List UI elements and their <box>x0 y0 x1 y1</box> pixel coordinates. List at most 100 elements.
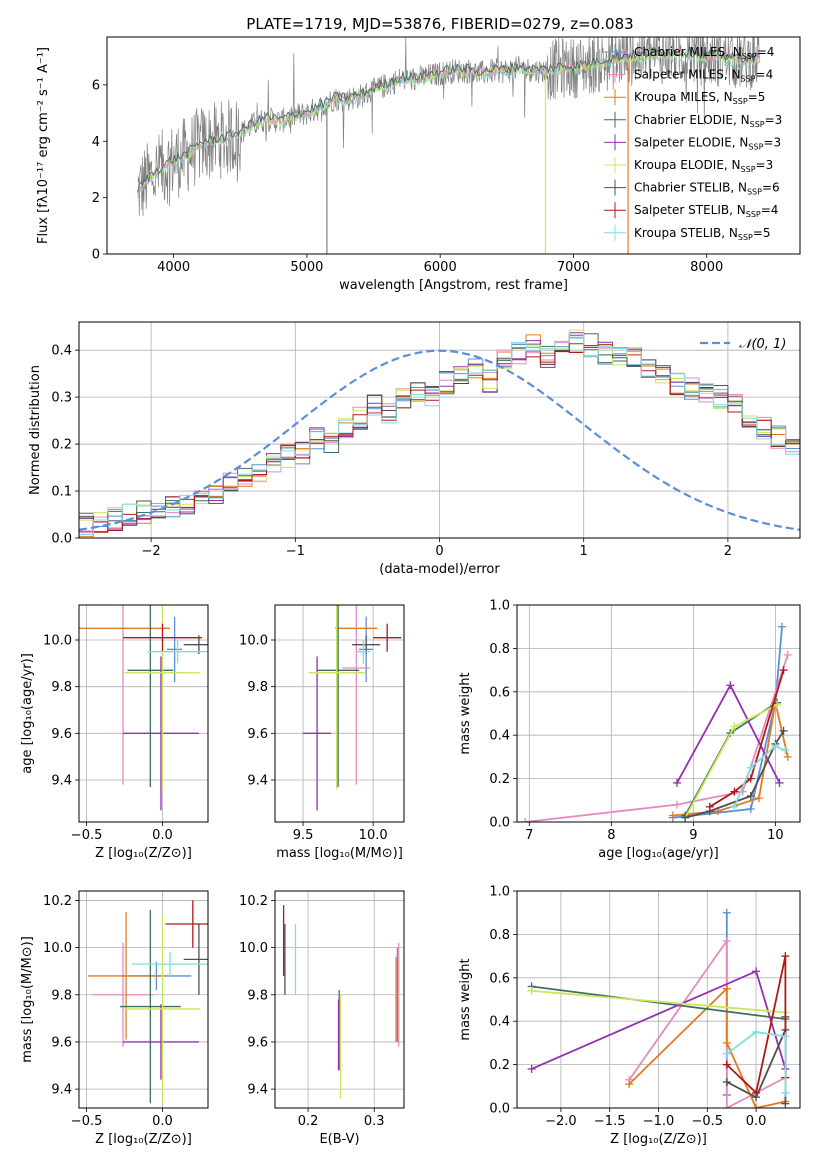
axes-frame <box>516 604 801 823</box>
panel-z_mass: −0.5 0.0 9.4 9.6 9.8 10.0 10.2 Z [log₁₀(Z/Z⊙)] m… <box>20 890 209 1147</box>
legend-entry: Salpeter MILES, NSSP=4 <box>634 68 773 84</box>
x-tick-label: −0.5 <box>71 1114 103 1129</box>
x-tick-label: 0.0 <box>152 828 173 843</box>
axes-frame <box>274 604 405 823</box>
x-tick-label: 0 <box>435 544 443 559</box>
x-tick-label: −2.0 <box>545 1114 577 1129</box>
y-tick-label: 0.0 <box>51 532 72 547</box>
legend-models: Chabrier MILES, NSSP=4 Salpeter MILES, NS… <box>604 44 782 242</box>
y-axis-label: mass [log₁₀(M/M⊙)] <box>20 936 35 1063</box>
legend-entry: Chabrier STELIB, NSSP=6 <box>634 181 780 197</box>
plot-area <box>521 622 792 822</box>
y-tick-label: 9.4 <box>247 1083 268 1098</box>
panel-mass_age: 9.5 10.0 9.4 9.6 9.8 10.0 mass [log₁₀(M/M⊙)] <box>239 604 405 861</box>
y-tick-label: 2 <box>92 191 100 206</box>
y-tick-label: 0.6 <box>489 971 510 986</box>
x-axis-label: Z [log₁₀(Z/Z⊙)] <box>95 1132 192 1147</box>
y-tick-label: 1.0 <box>489 885 510 900</box>
y-tick-label: 0.2 <box>489 1058 510 1073</box>
y-tick-label: 0.0 <box>489 1102 510 1117</box>
panel-residuals: −2 −1 0 1 2 0.0 0.1 0.2 0.3 0.4 (data-model)/error… <box>28 321 801 577</box>
y-tick-label: 4 <box>92 135 100 150</box>
y-tick-label: 9.6 <box>51 1035 72 1050</box>
x-tick-label: 9.5 <box>293 828 314 843</box>
legend-entry: Chabrier MILES, NSSP=4 <box>634 45 774 61</box>
y-tick-label: 9.4 <box>247 774 268 789</box>
axes-frame <box>274 890 405 1109</box>
legend-entry: Kroupa MILES, NSSP=5 <box>634 90 765 106</box>
axes-frame <box>106 36 801 255</box>
x-tick-label: 7 <box>525 828 533 843</box>
x-tick-label: 2 <box>724 544 732 559</box>
y-tick-label: 6 <box>92 78 100 93</box>
x-tick-label: 0.3 <box>364 1114 385 1129</box>
x-tick-label: −0.5 <box>71 828 103 843</box>
y-tick-label: 9.8 <box>247 680 268 695</box>
y-tick-label: 0.4 <box>489 729 510 744</box>
x-tick-label: −2 <box>142 544 161 559</box>
y-tick-label: 0.8 <box>489 928 510 943</box>
y-tick-label: 9.6 <box>247 727 268 742</box>
plot-area <box>79 329 800 537</box>
x-axis-label: (data-model)/error <box>379 562 500 577</box>
figure-title: PLATE=1719, MJD=53876, FIBERID=0279, z=0… <box>246 15 633 33</box>
x-tick-label: 1 <box>580 544 588 559</box>
y-axis-label: mass weight <box>458 958 473 1040</box>
panel-z_age: −0.5 0.0 9.4 9.6 9.8 10.0 Z [log₁₀(Z/Z⊙)] age [… <box>20 604 209 861</box>
x-tick-label: 10 <box>767 828 784 843</box>
y-tick-label: 10.0 <box>239 634 268 649</box>
series-line-kroupa_stelib <box>726 1031 787 1093</box>
x-tick-label: −0.5 <box>692 1114 724 1129</box>
series-line-chabrier_elodie <box>531 985 786 1020</box>
panel-z_weight: −2.0 −1.5 −1.0 −0.5 0.0 0.0 0.2 0.4 0.6 0.8 1.0 Z [… <box>458 885 801 1147</box>
y-tick-label: 9.8 <box>51 988 72 1003</box>
x-tick-label: 0.0 <box>152 1114 173 1129</box>
y-axis-label: Flux [fλ10⁻¹⁷ erg cm⁻² s⁻¹ A⁻¹] <box>36 47 51 244</box>
x-axis-label: E(B-V) <box>319 1132 359 1147</box>
y-tick-label: 10.2 <box>43 894 72 909</box>
plot-area <box>303 605 402 811</box>
x-tick-label: 0.2 <box>298 1114 319 1129</box>
panel-spectrum: 4000 5000 6000 7000 8000 0 2 4 6 wavelength [Angs… <box>36 36 801 293</box>
series-line-salpeter_miles <box>525 654 789 822</box>
y-tick-label: 9.8 <box>51 680 72 695</box>
series-line-kroupa_stelib <box>733 744 786 808</box>
panel-age_weight: 7 8 9 10 0.0 0.2 0.4 0.6 0.8 1.0 age [log₁₀(age/yr… <box>458 599 801 861</box>
legend-entry: Kroupa ELODIE, NSSP=3 <box>634 158 773 174</box>
y-tick-label: 1.0 <box>489 599 510 614</box>
y-tick-label: 0 <box>92 248 100 263</box>
y-tick-label: 10.0 <box>43 634 72 649</box>
y-tick-label: 0.4 <box>489 1015 510 1030</box>
y-tick-label: 0.2 <box>51 438 72 453</box>
histogram-kroupa_stelib <box>79 337 800 535</box>
x-tick-label: 4000 <box>157 260 190 275</box>
x-tick-label: 10.0 <box>359 828 388 843</box>
x-axis-label: mass [log₁₀(M/M⊙)] <box>276 846 403 861</box>
y-tick-label: 10.0 <box>43 941 72 956</box>
legend-normal-label: 𝒩(0, 1) <box>739 337 786 352</box>
x-tick-label: 8000 <box>690 260 723 275</box>
x-tick-label: 6000 <box>424 260 457 275</box>
y-tick-label: 0.0 <box>489 816 510 831</box>
x-tick-label: 0.0 <box>746 1114 767 1129</box>
y-axis-label: age [log₁₀(age/yr)] <box>20 653 35 774</box>
series-line-salpeter_stelib <box>709 669 785 808</box>
plot-area <box>137 37 761 254</box>
x-tick-label: −1.5 <box>594 1114 626 1129</box>
y-tick-label: 10.0 <box>239 941 268 956</box>
axes-frame <box>78 604 209 823</box>
y-tick-label: 0.1 <box>51 485 72 500</box>
plot-area <box>88 900 208 1104</box>
y-tick-label: 9.6 <box>51 727 72 742</box>
plot-area <box>282 905 400 1099</box>
normal-curve <box>79 349 800 531</box>
y-tick-label: 9.4 <box>51 774 72 789</box>
plot-area <box>79 605 208 811</box>
series-line-kroupa_elodie <box>531 989 786 1014</box>
axes-frame <box>516 890 801 1109</box>
legend-entry: Kroupa STELIB, NSSP=5 <box>634 226 771 242</box>
x-tick-label: 7000 <box>557 260 590 275</box>
x-tick-label: −1.0 <box>643 1114 675 1129</box>
y-tick-label: 10.2 <box>239 894 268 909</box>
